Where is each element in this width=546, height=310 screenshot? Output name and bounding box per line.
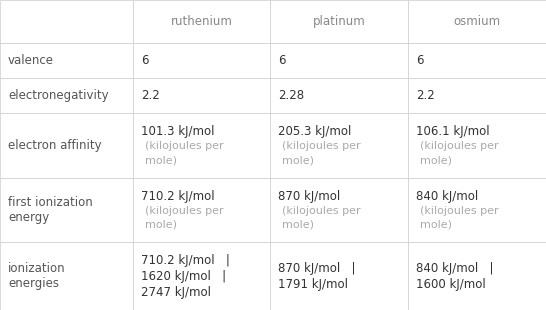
Text: (kilojoules per: (kilojoules per — [282, 141, 360, 151]
Bar — [408, 78, 546, 113]
Text: 1620 kJ/mol   |: 1620 kJ/mol | — [141, 270, 226, 283]
Text: 870 kJ/mol: 870 kJ/mol — [278, 190, 340, 203]
Text: ionization
energies: ionization energies — [8, 262, 66, 290]
Text: electron affinity: electron affinity — [8, 139, 102, 152]
Text: 101.3 kJ/mol: 101.3 kJ/mol — [141, 125, 215, 138]
Bar — [270, 0, 408, 43]
Bar — [408, 113, 546, 178]
Bar — [0, 78, 133, 113]
Bar — [0, 113, 133, 178]
Bar — [408, 43, 546, 78]
Text: 6: 6 — [416, 54, 424, 67]
Bar — [0, 242, 133, 310]
Bar — [0, 43, 133, 78]
Bar — [408, 178, 546, 242]
Text: 2.2: 2.2 — [141, 89, 160, 102]
Text: mole): mole) — [420, 219, 452, 230]
Text: (kilojoules per: (kilojoules per — [282, 206, 360, 216]
Text: 2747 kJ/mol: 2747 kJ/mol — [141, 286, 211, 299]
Text: mole): mole) — [282, 155, 314, 165]
Bar — [270, 43, 408, 78]
Bar — [270, 113, 408, 178]
Bar — [133, 43, 270, 78]
Text: 2.28: 2.28 — [278, 89, 304, 102]
Text: electronegativity: electronegativity — [8, 89, 109, 102]
Text: osmium: osmium — [453, 15, 501, 28]
Bar — [270, 78, 408, 113]
Text: mole): mole) — [145, 219, 177, 230]
Text: 6: 6 — [278, 54, 286, 67]
Text: 710.2 kJ/mol   |: 710.2 kJ/mol | — [141, 254, 230, 267]
Bar — [270, 178, 408, 242]
Text: 2.2: 2.2 — [416, 89, 435, 102]
Text: 1600 kJ/mol: 1600 kJ/mol — [416, 277, 486, 290]
Bar — [408, 242, 546, 310]
Text: 710.2 kJ/mol: 710.2 kJ/mol — [141, 190, 215, 203]
Text: 205.3 kJ/mol: 205.3 kJ/mol — [278, 125, 352, 138]
Text: ruthenium: ruthenium — [170, 15, 233, 28]
Text: 106.1 kJ/mol: 106.1 kJ/mol — [416, 125, 490, 138]
Text: first ionization
energy: first ionization energy — [8, 196, 93, 224]
Text: 6: 6 — [141, 54, 149, 67]
Text: 840 kJ/mol   |: 840 kJ/mol | — [416, 262, 494, 275]
Text: 870 kJ/mol   |: 870 kJ/mol | — [278, 262, 355, 275]
Text: (kilojoules per: (kilojoules per — [145, 206, 224, 216]
Bar — [270, 242, 408, 310]
Text: 840 kJ/mol: 840 kJ/mol — [416, 190, 478, 203]
Bar — [408, 0, 546, 43]
Bar — [133, 178, 270, 242]
Text: 1791 kJ/mol: 1791 kJ/mol — [278, 277, 348, 290]
Bar — [133, 113, 270, 178]
Bar — [133, 242, 270, 310]
Text: mole): mole) — [420, 155, 452, 165]
Text: platinum: platinum — [313, 15, 365, 28]
Bar — [133, 78, 270, 113]
Bar — [0, 178, 133, 242]
Text: mole): mole) — [145, 155, 177, 165]
Text: valence: valence — [8, 54, 54, 67]
Text: (kilojoules per: (kilojoules per — [420, 206, 498, 216]
Text: (kilojoules per: (kilojoules per — [420, 141, 498, 151]
Text: mole): mole) — [282, 219, 314, 230]
Bar — [133, 0, 270, 43]
Bar — [0, 0, 133, 43]
Text: (kilojoules per: (kilojoules per — [145, 141, 224, 151]
